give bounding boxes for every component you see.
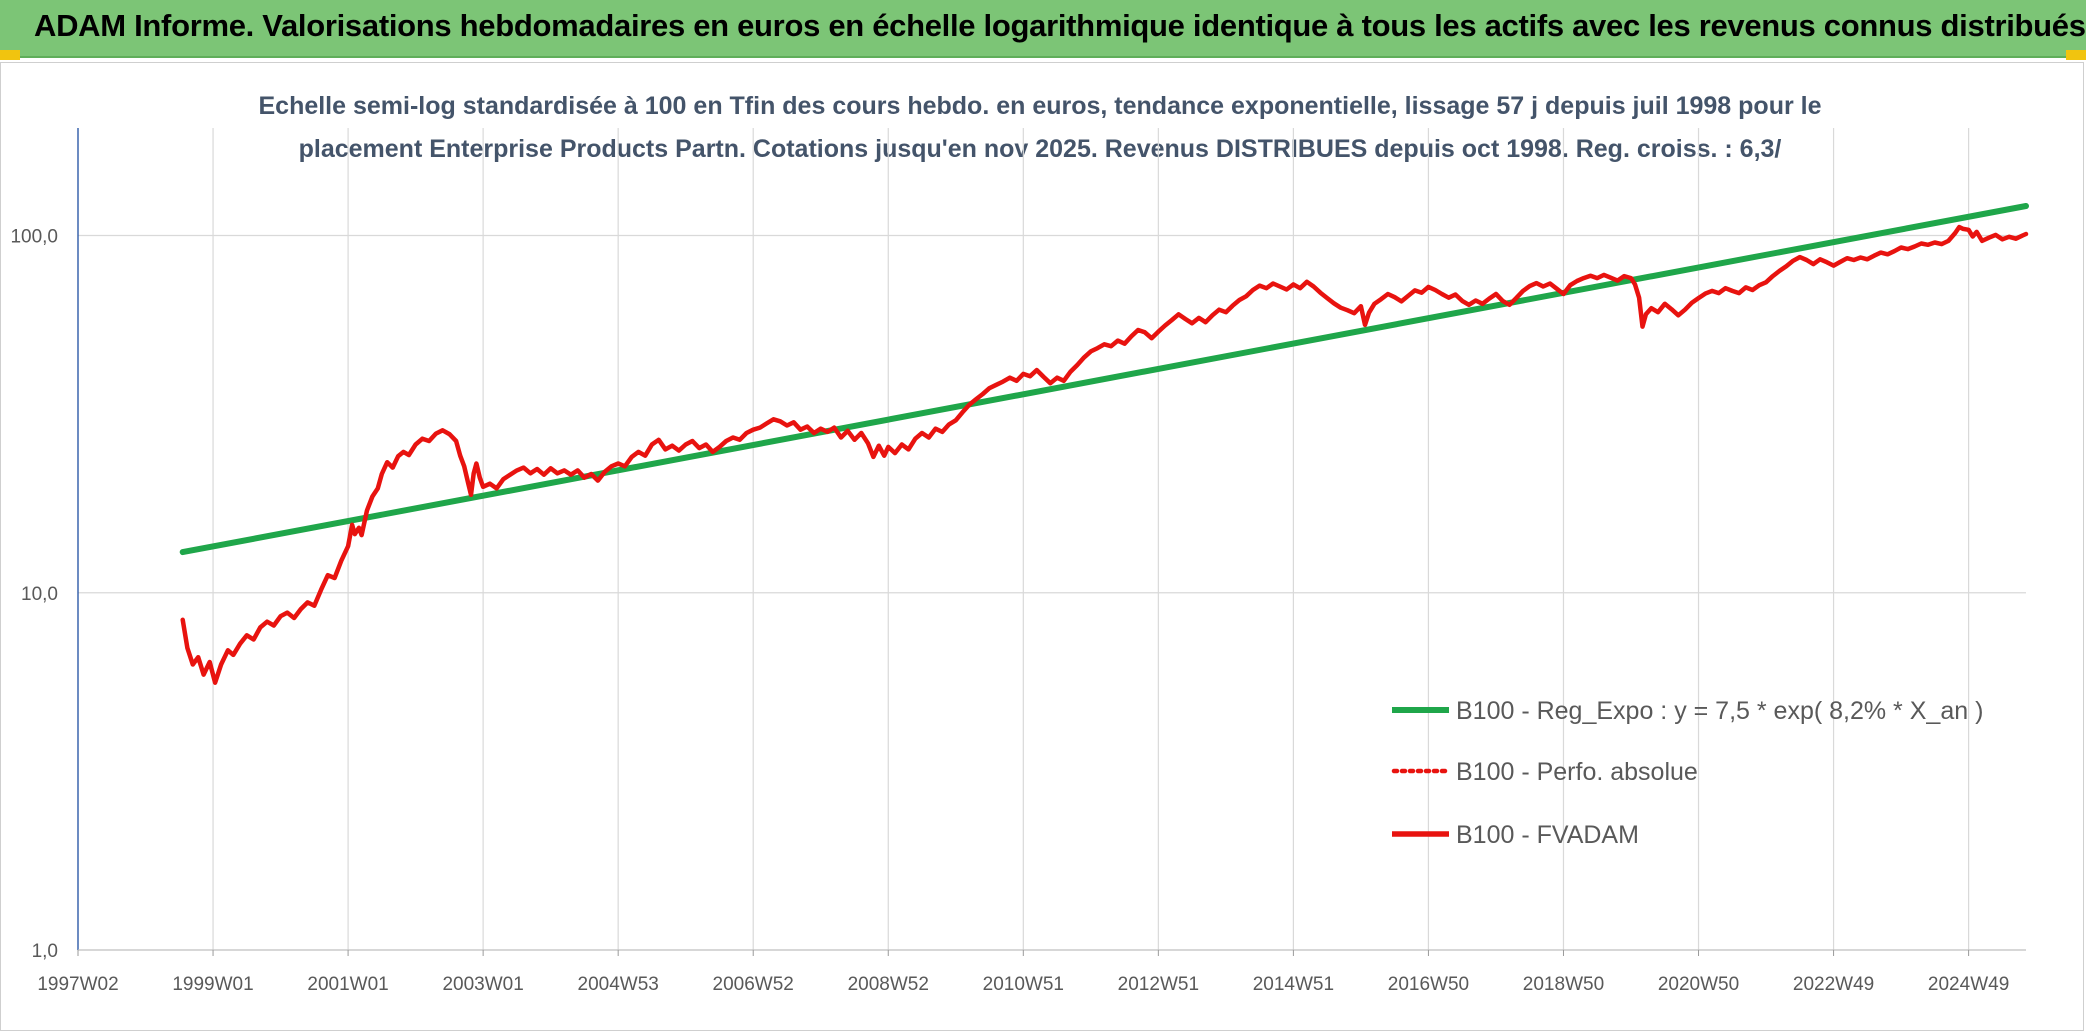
axes [77, 128, 2026, 951]
x-tick-label: 2001W01 [307, 974, 388, 995]
y-tick-label: 100,0 [10, 227, 58, 248]
x-tick-label: 2003W01 [442, 974, 523, 995]
y-tick-label: 10,0 [21, 584, 58, 605]
header-banner: ADAM Informe. Valorisations hebdomadaire… [0, 0, 2086, 58]
legend-label: B100 - Reg_Expo : y = 7,5 * exp( 8,2% * … [1456, 697, 1983, 725]
legend-label: B100 - FVADAM [1456, 821, 1639, 849]
x-tick-label: 2008W52 [848, 974, 929, 995]
chart-frame [0, 62, 2084, 1031]
x-tick-label: 1997W02 [37, 974, 118, 995]
trend-line-reg-expo [179, 203, 2029, 556]
series-line-fvadam [180, 224, 2029, 685]
gridlines [78, 128, 2026, 950]
legend: B100 - Reg_Expo : y = 7,5 * exp( 8,2% * … [1391, 697, 1983, 849]
chart-title-line-1: Echelle semi-log standardisée à 100 en T… [258, 92, 1821, 120]
chart-title-line-2: placement Enterprise Products Partn. Cot… [299, 135, 1782, 163]
series-lines [179, 203, 2029, 685]
x-tick-label: 2016W50 [1388, 974, 1469, 995]
x-tick-label: 2018W50 [1523, 974, 1604, 995]
y-tick-label: 1,0 [32, 941, 58, 962]
y-axis-ticks: 1,0 10,0 100,0 [10, 227, 58, 962]
x-tick-label: 2022W49 [1793, 974, 1874, 995]
x-tick-label: 2004W53 [578, 974, 659, 995]
corner-marker-right [2066, 50, 2086, 60]
x-tick-label: 2012W51 [1118, 974, 1199, 995]
x-axis-ticks: 1997W02 1999W01 2001W01 2003W01 2004W53 2006W… [37, 950, 2009, 995]
x-tick-label: 2014W51 [1253, 974, 1334, 995]
x-tick-label: 2024W49 [1928, 974, 2009, 995]
x-tick-label: 1999W01 [172, 974, 253, 995]
x-tick-label: 2010W51 [983, 974, 1064, 995]
corner-marker-left [0, 50, 20, 60]
report-title: ADAM Informe. Valorisations hebdomadaire… [34, 8, 2086, 43]
legend-label: B100 - Perfo. absolue [1456, 758, 1698, 786]
x-tick-label: 2020W50 [1658, 974, 1739, 995]
x-tick-label: 2006W52 [713, 974, 794, 995]
